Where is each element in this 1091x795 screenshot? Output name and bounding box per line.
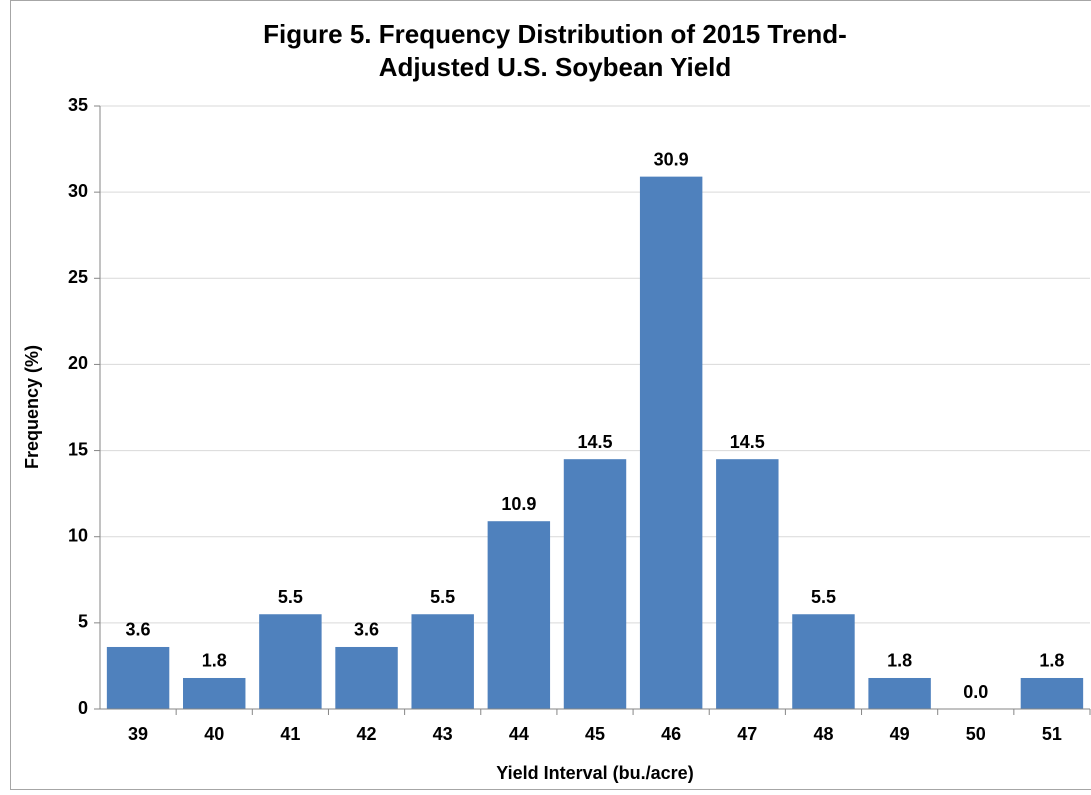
- y-tick-label: 30: [68, 181, 88, 201]
- data-label: 1.8: [1039, 651, 1064, 671]
- x-tick-label: 44: [509, 724, 529, 744]
- x-tick-label: 49: [890, 724, 910, 744]
- x-tick-label: 46: [661, 724, 681, 744]
- x-tick-label: 42: [357, 724, 377, 744]
- bar: [183, 677, 246, 709]
- data-label: 14.5: [730, 432, 765, 452]
- y-axis-title: Frequency (%): [22, 345, 42, 469]
- bar: [259, 614, 322, 709]
- y-tick-label: 10: [68, 525, 88, 545]
- data-label: 3.6: [126, 620, 151, 640]
- bar: [868, 677, 931, 709]
- bar: [563, 459, 627, 709]
- y-tick-label: 35: [68, 95, 88, 115]
- chart-border: [10, 0, 1091, 790]
- bar: [639, 176, 703, 709]
- bar: [716, 459, 779, 709]
- x-tick-label: 40: [204, 724, 224, 744]
- x-tick-label: 48: [813, 724, 833, 744]
- data-label: 3.6: [354, 620, 379, 640]
- data-label: 5.5: [811, 587, 836, 607]
- y-tick-label: 0: [78, 698, 88, 718]
- data-label: 30.9: [654, 149, 689, 169]
- y-tick-label: 5: [78, 612, 88, 632]
- x-tick-label: 51: [1042, 724, 1062, 744]
- bar: [1020, 677, 1084, 709]
- y-tick-label: 25: [68, 267, 88, 287]
- data-label: 1.8: [202, 651, 227, 671]
- x-tick-label: 41: [280, 724, 300, 744]
- x-tick-label: 45: [585, 724, 605, 744]
- data-label: 14.5: [577, 432, 612, 452]
- chart-title: Figure 5. Frequency Distribution of 2015…: [263, 19, 847, 82]
- data-label: 5.5: [430, 587, 455, 607]
- x-axis-title: Yield Interval (bu./acre): [496, 763, 693, 783]
- y-tick-label: 15: [68, 439, 88, 459]
- data-label: 10.9: [501, 494, 536, 514]
- data-label: 5.5: [278, 587, 303, 607]
- bar: [106, 646, 170, 709]
- x-tick-label: 39: [128, 724, 148, 744]
- bar: [487, 521, 551, 709]
- bar: [411, 614, 474, 709]
- bar: [335, 646, 398, 709]
- x-tick-label: 50: [966, 724, 986, 744]
- data-label: 1.8: [887, 651, 912, 671]
- y-tick-label: 20: [68, 353, 88, 373]
- x-tick-label: 47: [737, 724, 757, 744]
- x-tick-label: 43: [433, 724, 453, 744]
- data-label: 0.0: [963, 682, 988, 702]
- bar: [792, 614, 855, 709]
